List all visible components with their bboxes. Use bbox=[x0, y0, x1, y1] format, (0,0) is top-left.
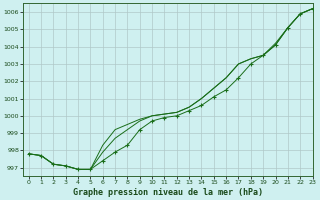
X-axis label: Graphe pression niveau de la mer (hPa): Graphe pression niveau de la mer (hPa) bbox=[73, 188, 262, 197]
